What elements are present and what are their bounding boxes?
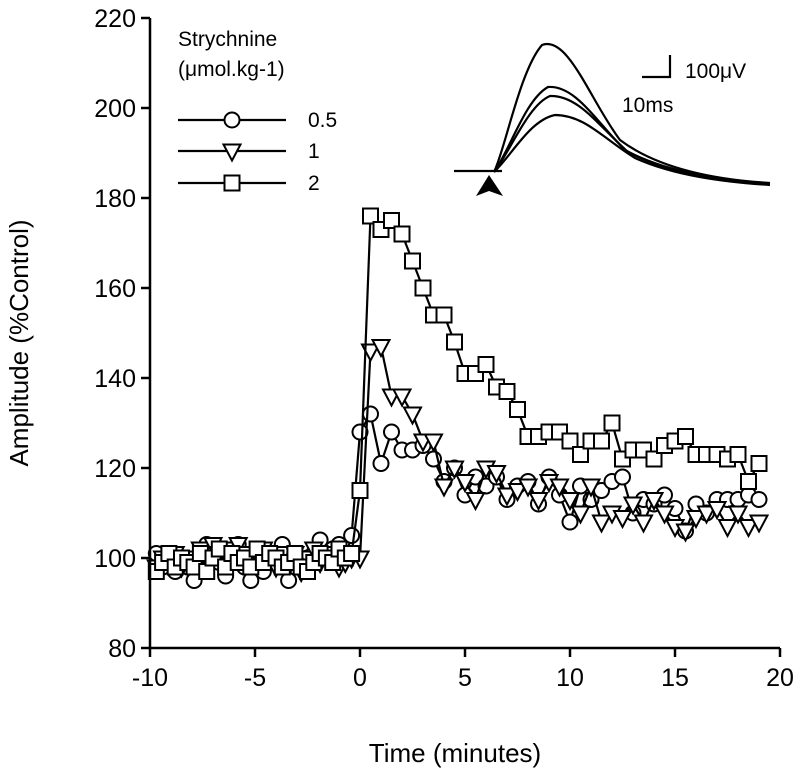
y-tick-label: 200	[94, 95, 136, 123]
x-tick-label: 10	[556, 664, 584, 692]
y-tick-label: 220	[94, 5, 136, 33]
data-point	[383, 423, 400, 441]
data-point	[729, 446, 747, 463]
scale-time-label: 10ms	[622, 94, 673, 117]
data-point	[738, 519, 759, 539]
legend-title-line2: (μmol.kg-1)	[178, 58, 285, 81]
data-point	[383, 212, 400, 229]
data-point	[570, 505, 591, 525]
legend-item: 1	[178, 140, 320, 163]
ticks: -10 -5 0 5 10 15 20 80 100 120 140 160 180 200 220	[94, 5, 794, 692]
data-point	[351, 482, 369, 499]
x-tick-label: -5	[244, 664, 266, 692]
data-point	[559, 492, 581, 512]
y-tick-label: 180	[94, 185, 136, 213]
y-tick-label: 160	[94, 275, 136, 303]
data-point	[509, 401, 526, 418]
legend-marker	[223, 111, 241, 129]
series-2	[147, 207, 768, 580]
data-point	[748, 514, 770, 534]
legend-label: 1	[308, 140, 320, 163]
data-point	[561, 432, 579, 450]
data-point	[643, 492, 665, 512]
data-point	[561, 513, 579, 531]
data-point	[477, 356, 495, 373]
data-point	[486, 465, 507, 485]
x-tick-label: 5	[458, 664, 472, 692]
data-point	[549, 478, 570, 498]
data-point	[603, 414, 621, 432]
data-point	[706, 501, 728, 521]
data-point	[612, 510, 633, 530]
data-point	[372, 455, 390, 472]
data-point	[614, 468, 631, 486]
data-point	[517, 478, 539, 498]
series-layer	[146, 207, 770, 589]
data-point	[507, 483, 528, 503]
y-tick-label: 120	[94, 455, 136, 483]
legend: Strychnine (μmol.kg-1) 0.5 1 2	[178, 28, 337, 195]
scale-bar	[642, 55, 672, 79]
data-point	[717, 519, 738, 539]
data-point	[593, 432, 610, 450]
legend-item: 0.5	[178, 109, 337, 132]
data-point	[572, 446, 589, 463]
legend-marker	[223, 174, 241, 192]
data-point	[351, 423, 369, 441]
x-tick-label: -10	[132, 664, 168, 692]
data-point	[498, 383, 516, 400]
legend-item: 2	[178, 172, 320, 195]
data-point	[454, 474, 476, 494]
data-point	[740, 473, 757, 490]
y-tick-label: 100	[94, 545, 136, 573]
data-point	[633, 514, 654, 534]
data-point	[391, 388, 413, 408]
data-point	[750, 455, 768, 472]
data-point	[645, 450, 663, 468]
inset-trace-1	[493, 42, 771, 185]
legend-label: 2	[308, 172, 320, 195]
data-point	[750, 491, 768, 508]
data-point	[404, 252, 421, 270]
data-point	[362, 405, 379, 423]
x-tick-label: 20	[766, 664, 794, 692]
legend-marker	[221, 143, 243, 163]
x-tick-label: 15	[661, 664, 689, 692]
data-point	[528, 492, 549, 512]
data-point	[591, 514, 612, 534]
x-tick-label: 0	[353, 664, 367, 692]
x-axis-title: Time (minutes)	[369, 738, 541, 768]
data-point	[465, 492, 486, 512]
y-axis-title: Amplitude (%Control)	[4, 219, 34, 466]
data-point	[370, 339, 392, 359]
data-point	[654, 505, 675, 525]
legend-title-line1: Strychnine	[178, 28, 277, 51]
y-tick-label: 140	[94, 365, 136, 393]
data-point	[435, 306, 453, 324]
data-point	[423, 433, 444, 453]
data-point	[580, 478, 602, 498]
data-point	[496, 487, 518, 507]
epsp-inset: 100μV 10ms	[454, 42, 771, 196]
data-point	[343, 545, 361, 562]
data-point	[362, 207, 379, 225]
scale-voltage-label: 100μV	[685, 60, 746, 83]
legend-label: 0.5	[308, 109, 337, 132]
data-point	[677, 428, 694, 445]
data-point	[622, 496, 644, 516]
data-point	[685, 510, 707, 530]
data-point	[675, 523, 696, 543]
data-point	[446, 333, 463, 351]
data-point	[393, 225, 411, 243]
data-point	[414, 279, 432, 297]
data-point	[727, 505, 749, 525]
data-point	[696, 505, 717, 525]
data-point	[444, 460, 465, 480]
inset-trace-4	[493, 113, 771, 187]
data-point	[433, 478, 455, 498]
stimulus-arrow-icon	[476, 175, 503, 196]
y-tick-label: 80	[108, 635, 136, 663]
data-point	[402, 406, 423, 426]
